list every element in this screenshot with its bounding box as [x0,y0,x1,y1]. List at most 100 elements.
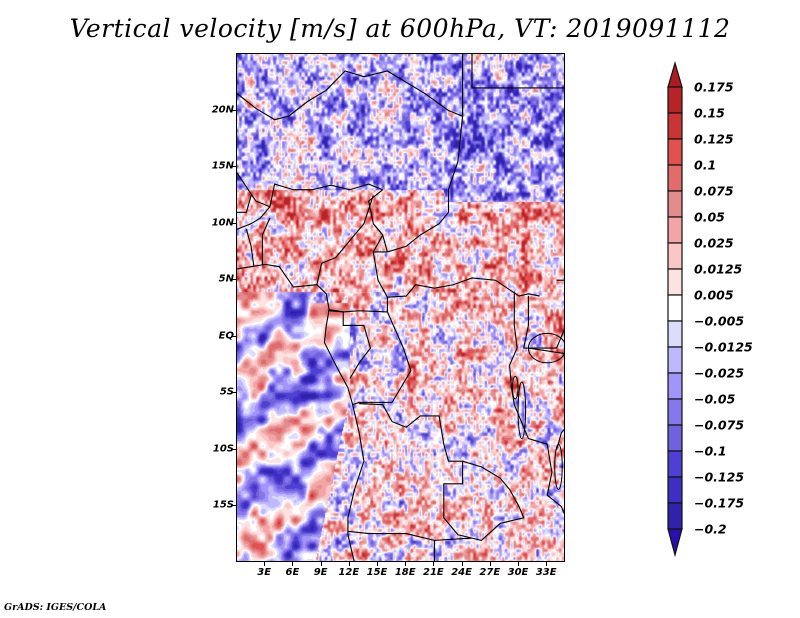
lon-tick-label: 21E [423,567,444,578]
colorbar-bottom-triangle [667,528,683,558]
colorbar-level-label: −0.05 [694,391,736,407]
border-line [523,296,564,349]
border-line [347,530,473,541]
colorbar-box [667,424,683,452]
border-line [387,277,540,298]
colorbar-box [667,476,683,504]
border-line [509,291,564,515]
lon-tick-label: 18E [394,567,416,578]
lat-tick-label: 15S [212,499,234,511]
colorbar-box [667,164,683,192]
colorbar-box [667,502,683,530]
lake-outline [527,332,564,364]
border-line [471,54,564,89]
border-line [237,195,252,213]
border-line [237,206,271,230]
colorbar-level-label: −0.025 [694,365,745,381]
border-line [367,116,464,253]
colorbar-box [667,372,683,400]
colorbar-box [667,86,683,114]
border-line [261,217,271,266]
lon-tick-label: 6E [285,567,300,578]
colorbar-box [667,268,683,296]
colorbar-box [667,294,683,322]
lon-tick-mark [546,562,548,566]
colorbar-level-label: −0.075 [694,417,745,433]
border-line [316,195,374,285]
colorbar-box [667,398,683,426]
map-plot-area [236,53,565,562]
lon-tick-mark [377,562,378,566]
colorbar-box [667,216,683,244]
lon-tick-mark [320,562,322,566]
colorbar-level-label: 0.075 [694,183,734,199]
border-line [372,223,388,253]
border-line [237,172,383,208]
lat-tick-label: 5N [218,273,234,285]
colorbar-box [667,190,683,218]
colorbar-top-triangle [667,60,683,88]
lon-tick-label: 30E [507,567,529,578]
colorbar-level-label: −0.125 [694,469,745,485]
lon-tick-label: 12E [338,567,360,578]
colorbar-level-label: 0.1 [694,157,717,173]
colorbar-level-label: −0.2 [694,521,727,537]
border-line [328,251,388,313]
lat-tick-mark [231,335,236,337]
country-borders [237,54,564,561]
colorbar-level-label: 0.005 [694,287,734,303]
lon-tick-mark [264,562,266,566]
border-line [528,347,564,354]
border-line [359,402,473,539]
colorbar-box [667,450,683,478]
lake-outline [554,443,563,490]
lon-tick-mark [348,562,350,566]
lon-tick-label: 24E [451,567,472,578]
colorbar-level-label: −0.1 [694,443,727,459]
lat-tick-label: 20N [211,104,234,116]
colorbar-box [667,242,683,270]
colorbar-level-label: −0.175 [694,495,745,511]
lat-tick-mark [231,392,236,394]
border-line [556,428,564,451]
lat-tick-mark [231,166,236,168]
colorbar [667,60,683,558]
vertical-velocity-field [237,54,564,561]
colorbar-box [667,346,683,374]
colorbar-level-label: 0.15 [694,105,725,121]
lat-tick-label: 10N [211,217,234,229]
lat-tick-label: EQ [218,330,234,342]
lat-tick-label: 15N [211,160,234,172]
colorbar-level-label: 0.05 [694,209,725,225]
lon-tick-mark [461,562,463,566]
lon-tick-mark [405,562,407,566]
lat-tick-label: 5S [219,386,234,398]
lon-tick-label: 27E [479,567,501,578]
lon-tick-mark [292,562,294,566]
lon-tick-label: 15E [366,567,388,578]
lat-tick-mark [231,448,236,450]
lon-tick-label: 9E [313,567,328,578]
lon-tick-label: 3E [257,567,272,578]
lake-outline [517,381,527,440]
colorbar-level-label: −0.005 [694,313,745,329]
lake-outline [511,375,519,400]
lat-tick-mark [231,109,236,111]
colorbar-box [667,320,683,348]
border-line [329,309,372,379]
lon-tick-label: 33E [535,567,557,578]
lat-tick-mark [231,279,236,281]
grads-credit: GrADS: IGES/COLA [4,602,107,613]
colorbar-level-label: 0.175 [694,79,734,95]
colorbar-box [667,138,683,166]
lon-tick-mark [489,562,491,566]
colorbar-level-label: −0.0125 [694,339,753,355]
border-line [352,311,412,406]
lon-tick-mark [518,562,519,566]
colorbar-level-label: 0.025 [694,235,734,251]
border-line [237,70,464,121]
colorbar-level-label: 0.125 [694,131,734,147]
colorbar-box [667,112,683,140]
chart-title: Vertical velocity [m/s] at 600hPa, VT: 2… [69,14,731,43]
lat-tick-mark [231,505,236,507]
